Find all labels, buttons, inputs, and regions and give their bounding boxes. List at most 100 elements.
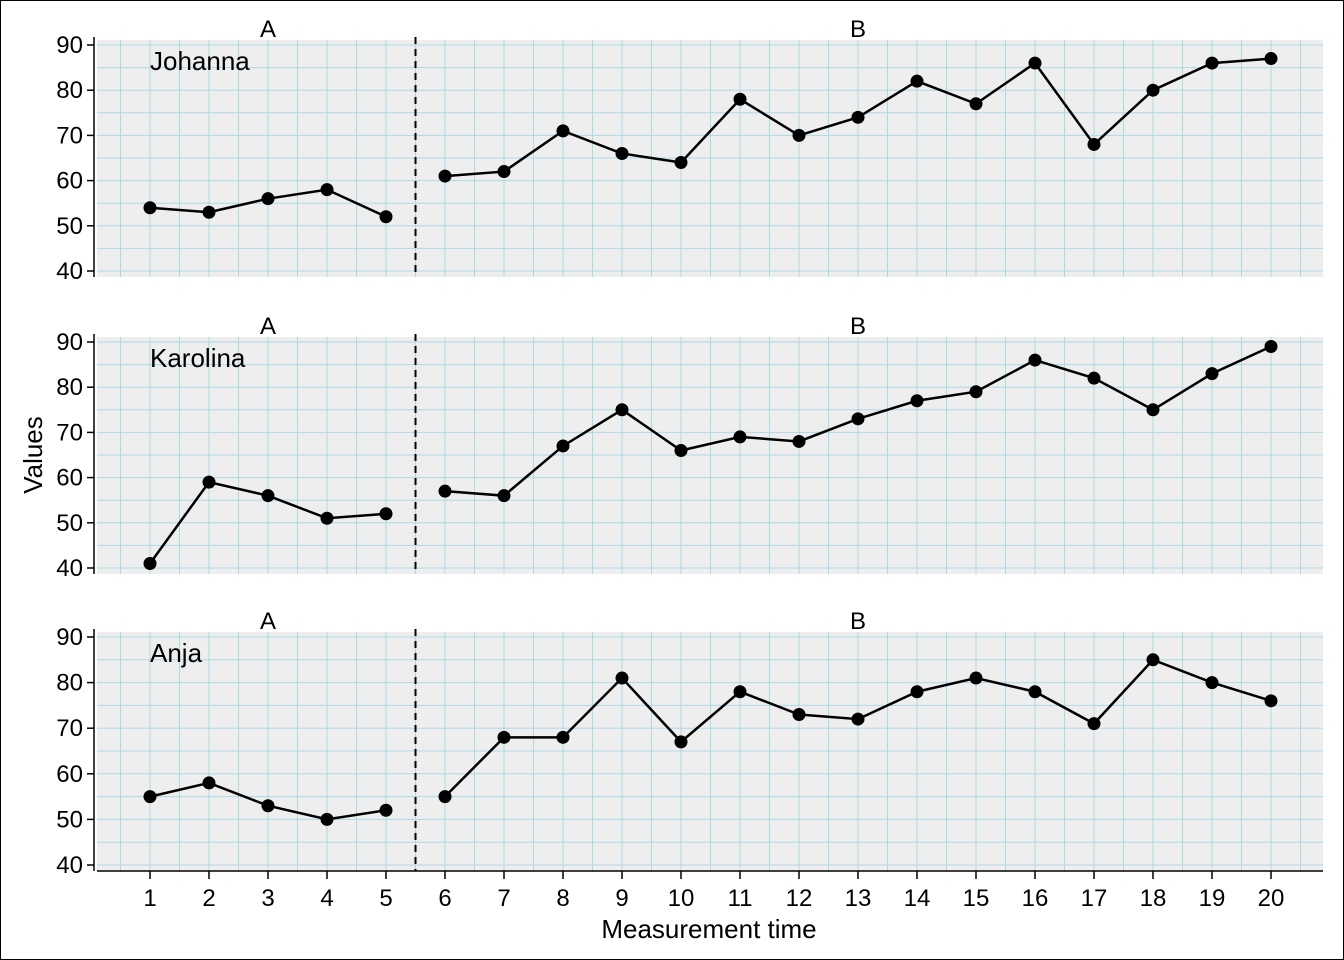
y-tick-label: 50 <box>56 806 83 833</box>
y-tick-label: 50 <box>56 510 83 537</box>
x-tick-label: 4 <box>320 885 333 912</box>
data-point <box>733 685 747 699</box>
y-tick-label: 40 <box>56 852 83 879</box>
case-label: Anja <box>150 638 203 668</box>
data-point <box>615 146 629 160</box>
x-tick-label: 15 <box>963 885 990 912</box>
case-label: Karolina <box>150 343 246 373</box>
data-point <box>1028 56 1042 70</box>
x-tick-label: 19 <box>1199 885 1226 912</box>
panels-layer: 40 50 60 70 80 90 A B Johanna 40 50 60 70 80 90 A B Karol… <box>56 16 1323 879</box>
x-tick-label: 14 <box>904 885 931 912</box>
y-tick-label: 60 <box>56 465 83 492</box>
x-tick-label: 1 <box>143 885 156 912</box>
x-tick-label: 5 <box>379 885 392 912</box>
y-tick-label: 40 <box>56 258 83 285</box>
x-tick-label: 13 <box>845 885 872 912</box>
data-point <box>733 430 747 444</box>
x-tick-label: 18 <box>1140 885 1167 912</box>
data-point <box>556 730 570 744</box>
case-label: Johanna <box>150 46 250 76</box>
data-point <box>733 92 747 106</box>
x-tick-label: 9 <box>615 885 628 912</box>
y-tick-label: 80 <box>56 670 83 697</box>
data-point <box>1087 137 1101 151</box>
x-tick-label: 11 <box>728 885 753 912</box>
data-point <box>1205 367 1219 381</box>
x-tick-label: 6 <box>438 885 451 912</box>
data-point <box>910 74 924 88</box>
data-point <box>851 110 865 124</box>
data-point <box>1146 83 1160 97</box>
data-point <box>379 210 393 224</box>
panel-grid <box>97 337 1323 574</box>
data-point <box>497 165 511 179</box>
data-point <box>438 484 452 498</box>
y-tick-label: 70 <box>56 122 83 149</box>
y-axis-title: Values <box>18 416 48 494</box>
data-point <box>261 799 275 813</box>
data-point <box>143 790 157 804</box>
phase-label-a: A <box>260 313 276 340</box>
x-tick-label: 7 <box>497 885 510 912</box>
data-point <box>1264 694 1278 708</box>
data-point <box>261 489 275 503</box>
data-point <box>1087 717 1101 731</box>
data-point <box>1146 403 1160 417</box>
y-tick-label: 90 <box>56 32 83 59</box>
data-point <box>379 803 393 817</box>
panel-anja: 40 50 60 70 80 90 A B Anja <box>56 608 1323 879</box>
data-point <box>438 169 452 183</box>
x-tick-label: 2 <box>202 885 215 912</box>
data-point <box>674 735 688 749</box>
phase-label-b: B <box>850 313 866 340</box>
y-tick-label: 90 <box>56 329 83 356</box>
data-point <box>379 507 393 521</box>
data-point <box>1028 353 1042 367</box>
data-point <box>1028 685 1042 699</box>
data-point <box>674 156 688 170</box>
data-point <box>969 671 983 685</box>
phase-label-b: B <box>850 16 866 43</box>
phase-label-a: A <box>260 16 276 43</box>
data-point <box>792 708 806 722</box>
data-point <box>320 183 334 197</box>
data-point <box>910 394 924 408</box>
data-point <box>674 443 688 457</box>
y-tick-label: 80 <box>56 374 83 401</box>
phase-label-b: B <box>850 608 866 635</box>
panel-karolina: 40 50 60 70 80 90 A B Karolina <box>56 313 1323 582</box>
data-point <box>851 712 865 726</box>
y-tick-label: 50 <box>56 213 83 240</box>
data-point <box>792 434 806 448</box>
data-point <box>320 511 334 525</box>
data-point <box>320 812 334 826</box>
x-tick-label: 3 <box>261 885 274 912</box>
data-point <box>851 412 865 426</box>
data-point <box>615 403 629 417</box>
data-point <box>1087 371 1101 385</box>
data-point <box>792 128 806 142</box>
x-axis-title: Measurement time <box>601 914 816 944</box>
y-tick-label: 90 <box>56 624 83 651</box>
data-point <box>615 671 629 685</box>
panel-grid <box>97 40 1323 277</box>
x-tick-label: 10 <box>668 885 695 912</box>
y-tick-label: 80 <box>56 77 83 104</box>
data-point <box>1264 52 1278 66</box>
x-tick-label: 8 <box>556 885 569 912</box>
data-point <box>202 776 216 790</box>
x-tick-label: 16 <box>1022 885 1049 912</box>
data-point <box>969 97 983 111</box>
panel-johanna: 40 50 60 70 80 90 A B Johanna <box>56 16 1323 285</box>
data-point <box>202 205 216 219</box>
data-point <box>910 685 924 699</box>
data-point <box>497 489 511 503</box>
data-point <box>497 730 511 744</box>
x-tick-label: 12 <box>786 885 813 912</box>
y-tick-label: 60 <box>56 761 83 788</box>
x-tick-label: 20 <box>1258 885 1285 912</box>
phase-label-a: A <box>260 608 276 635</box>
y-tick-label: 70 <box>56 715 83 742</box>
